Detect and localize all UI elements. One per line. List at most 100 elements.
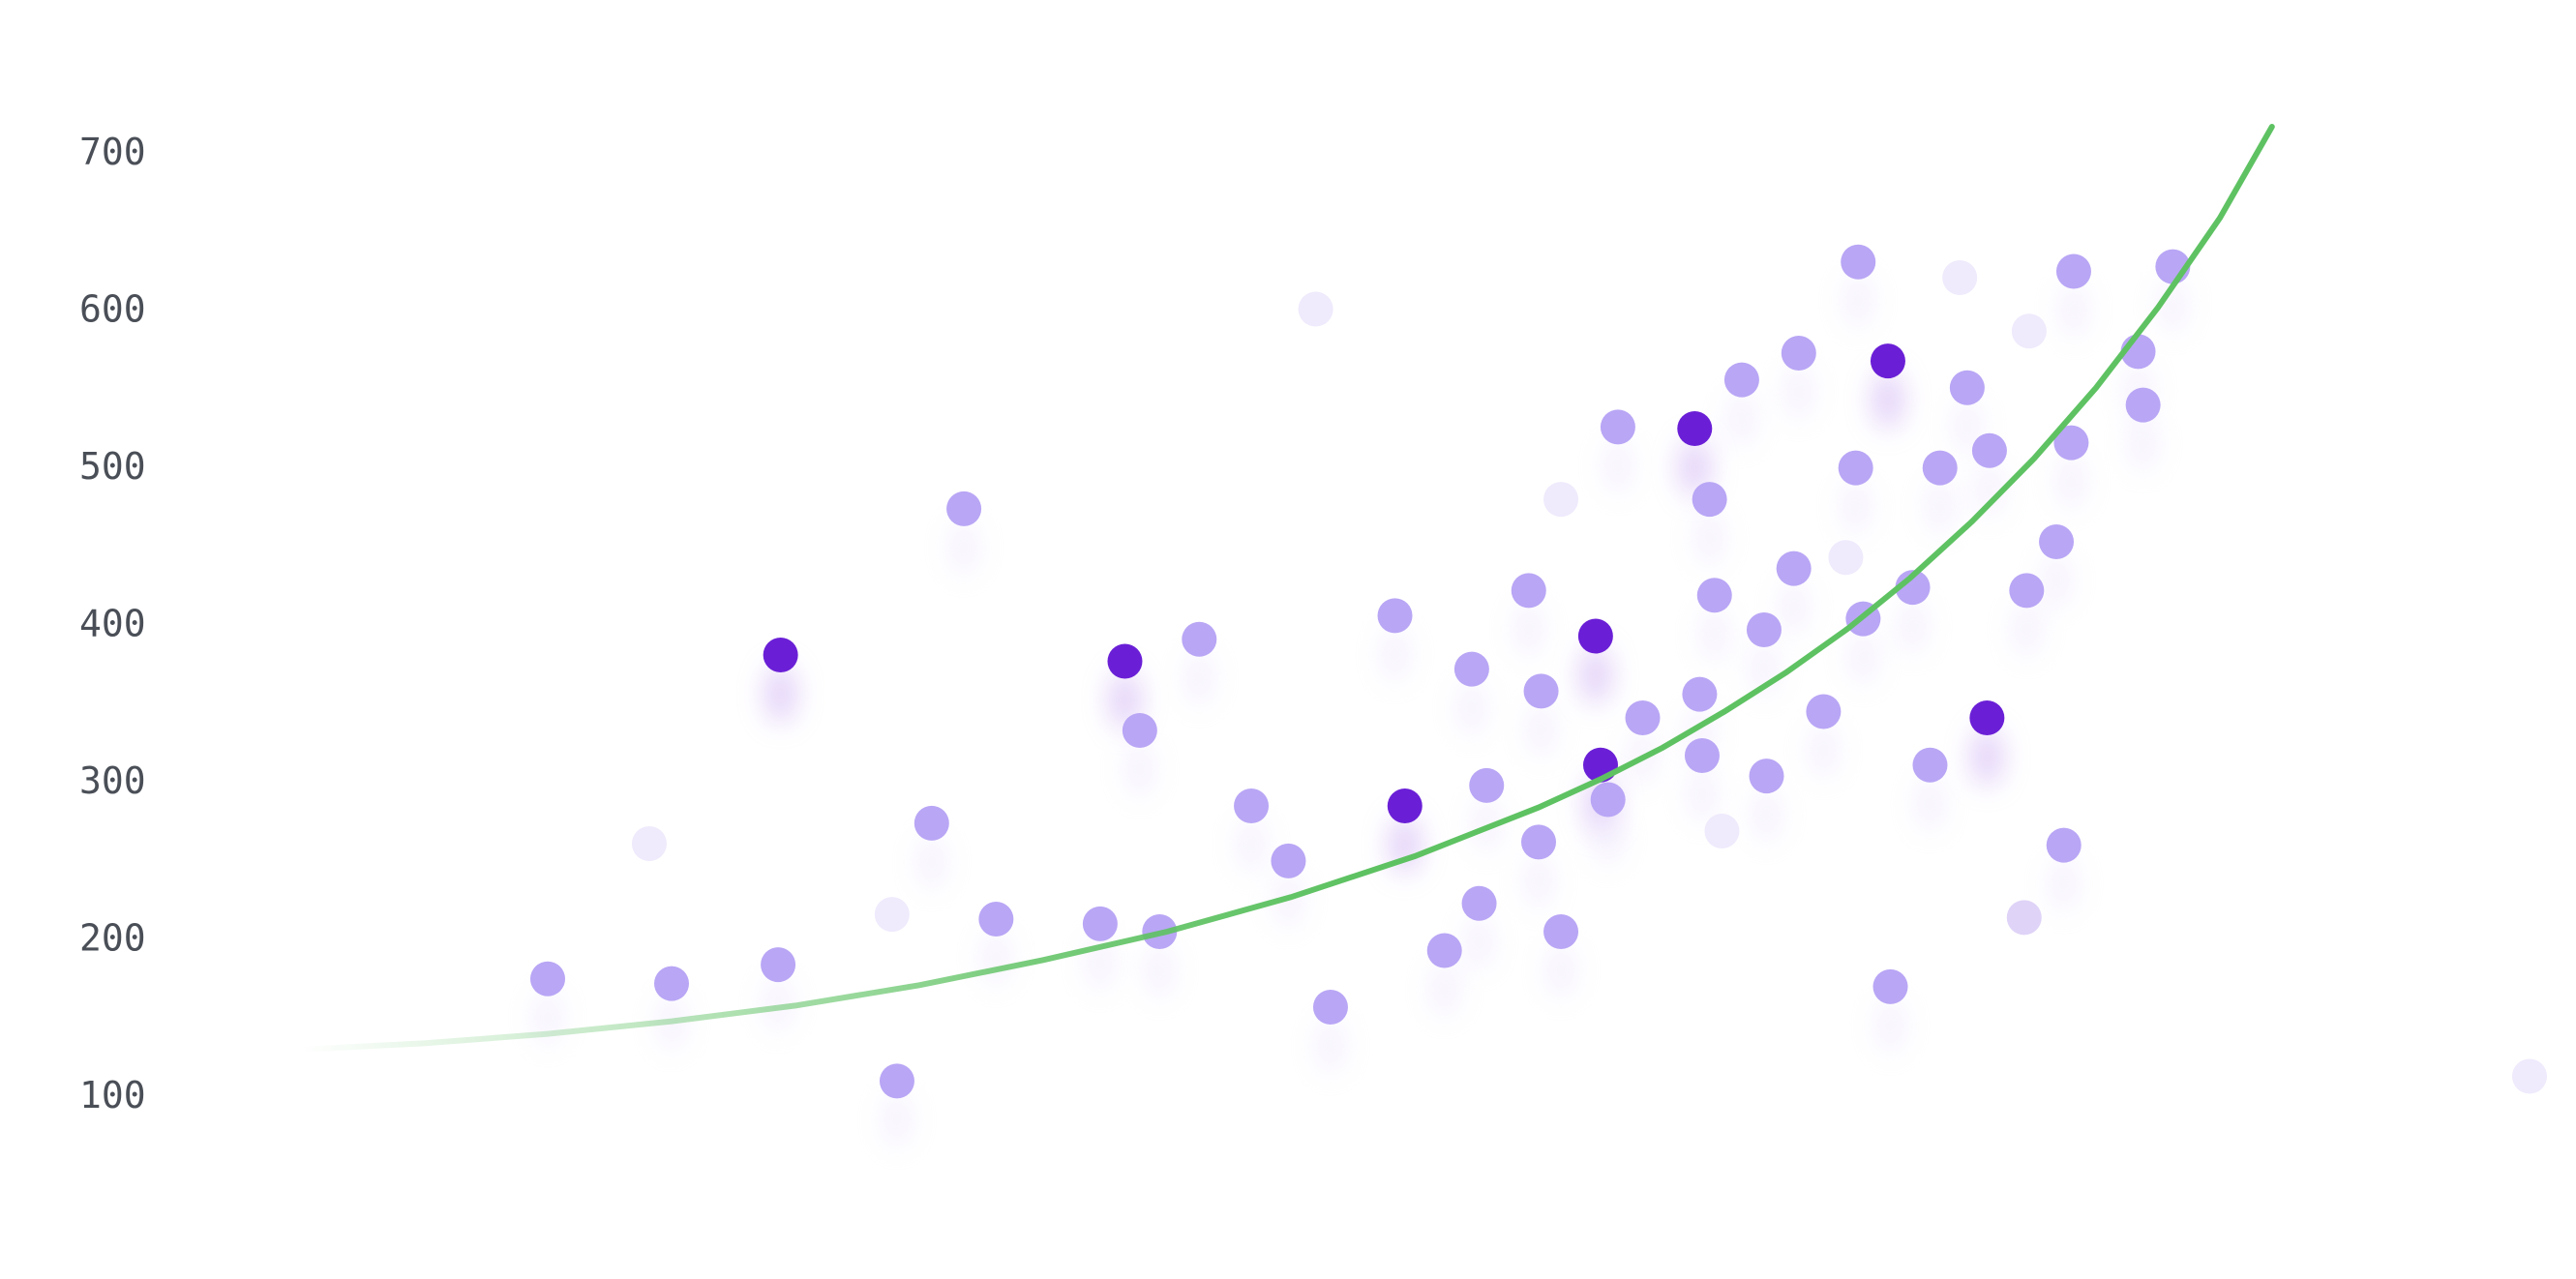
data-point — [1521, 824, 1556, 860]
point-shadow — [1579, 645, 1611, 704]
point-shadow — [532, 988, 563, 1047]
point-shadow — [1872, 371, 1903, 430]
point-shadow — [1183, 648, 1215, 707]
point-shadow — [1751, 786, 1782, 845]
point-shadow — [1973, 460, 2005, 519]
point-shadow — [2127, 414, 2159, 473]
data-point — [1696, 578, 1732, 613]
point-shadow — [1592, 809, 1624, 868]
data-point — [1298, 291, 1333, 327]
data-point — [2512, 1058, 2547, 1094]
point-shadow — [763, 974, 794, 1033]
y-tick-label: 100 — [79, 1074, 146, 1116]
point-shadow — [1924, 477, 1956, 536]
data-point — [2125, 387, 2161, 423]
point-shadow — [2011, 600, 2043, 659]
data-point — [1469, 767, 1505, 803]
y-tick-label: 500 — [79, 445, 146, 488]
data-point-highlight — [1107, 643, 1143, 679]
data-point — [654, 966, 689, 1001]
data-point — [946, 491, 982, 526]
point-shadow — [2057, 281, 2089, 340]
data-point — [1082, 906, 1118, 941]
point-shadows — [532, 271, 2189, 1149]
point-shadow — [764, 665, 796, 723]
point-shadow — [881, 1090, 913, 1149]
data-point — [1895, 570, 1931, 606]
point-shadow — [1914, 774, 1946, 833]
data-point — [1234, 788, 1270, 823]
data-point-highlight — [763, 638, 798, 672]
point-shadow — [1471, 794, 1503, 853]
point-shadow — [1840, 477, 1872, 536]
point-shadow — [1428, 960, 1460, 1019]
y-tick-label: 400 — [79, 603, 146, 645]
y-tick-label: 200 — [79, 917, 146, 960]
data-point — [1838, 450, 1873, 486]
point-shadow — [1971, 728, 2003, 786]
point-shadow — [1808, 721, 1840, 780]
data-point-highlight — [1387, 788, 1423, 823]
data-point — [1912, 747, 1948, 783]
data-point — [914, 805, 949, 841]
data-point — [1271, 843, 1306, 878]
data-point — [1682, 676, 1718, 712]
point-shadow — [2055, 452, 2087, 511]
data-point — [1806, 694, 1842, 729]
point-shadow — [1523, 851, 1554, 910]
point-shadow — [2048, 854, 2080, 913]
data-point — [1828, 540, 1864, 576]
data-point — [1461, 885, 1497, 921]
y-tick-label: 300 — [79, 759, 146, 802]
point-shadow — [2157, 276, 2189, 335]
data-point — [1543, 482, 1579, 518]
point-shadow — [1123, 740, 1155, 798]
point-shadow — [1525, 700, 1557, 759]
data-point-highlight — [1969, 700, 2005, 735]
data-point — [2055, 253, 2091, 289]
data-point — [1122, 713, 1157, 748]
data-point — [1684, 738, 1720, 773]
data-point — [2046, 827, 2082, 863]
data-point — [1523, 673, 1559, 709]
point-shadow — [1686, 765, 1718, 823]
data-point — [1692, 482, 1727, 518]
point-shadow — [980, 929, 1012, 987]
data-point — [2039, 524, 2075, 559]
data-point — [2006, 900, 2042, 936]
data-point — [631, 826, 667, 861]
data-point — [1841, 244, 1876, 280]
data-point — [1949, 370, 1985, 405]
data-point — [1749, 758, 1784, 794]
point-shadow — [1379, 625, 1411, 684]
point-shadow — [1725, 389, 1757, 448]
data-point — [1781, 336, 1816, 371]
point-shadow — [2041, 551, 2073, 610]
data-point — [1426, 933, 1462, 968]
point-shadow — [1455, 678, 1487, 737]
point-shadow — [1874, 996, 1906, 1055]
data-point — [1723, 362, 1759, 398]
data-point — [1600, 409, 1635, 445]
data-point — [1312, 990, 1348, 1025]
data-point — [1590, 782, 1626, 818]
point-shadow — [1513, 600, 1544, 659]
data-point — [1922, 450, 1958, 486]
data-point — [1182, 621, 1217, 657]
data-point — [2009, 573, 2045, 609]
data-point — [1746, 612, 1782, 647]
point-shadow — [1314, 1017, 1346, 1075]
point-shadow — [1679, 438, 1711, 496]
data-point — [1453, 651, 1489, 687]
data-point — [879, 1063, 914, 1099]
data-point — [1625, 700, 1661, 735]
data-points — [530, 244, 2547, 1099]
data-point — [1776, 550, 1812, 586]
data-point-highlight — [1577, 618, 1613, 654]
data-point — [2011, 313, 2047, 349]
point-shadow — [1698, 605, 1730, 664]
data-point-highlight — [1870, 343, 1905, 379]
data-point-highlight — [1677, 411, 1713, 446]
data-point — [1377, 598, 1413, 634]
